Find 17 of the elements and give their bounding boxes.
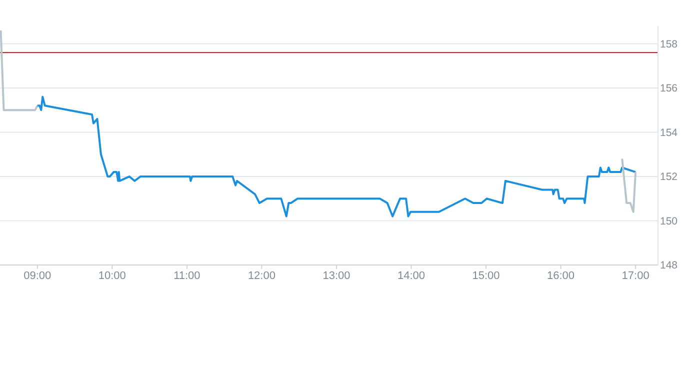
line-series	[36, 96, 637, 218]
x-tick-label: 13:00	[322, 270, 350, 282]
y-tick-label: 152	[660, 171, 678, 184]
y-tick-label: 150	[660, 215, 678, 228]
x-tick-label: 15:00	[472, 270, 500, 282]
x-tick-label: 12:00	[248, 270, 276, 282]
y-tick-label: 154	[660, 126, 678, 139]
line-series	[621, 158, 637, 213]
y-tick-label: 148	[660, 260, 678, 272]
y-tick-label: 158	[660, 38, 678, 50]
x-tick-label: 14:00	[397, 270, 426, 282]
y-tick-label: 156	[660, 82, 678, 95]
x-tick-label: 16:00	[547, 270, 575, 282]
x-tick-label: 17:00	[622, 270, 650, 282]
x-tick-label: 10:00	[98, 270, 126, 282]
x-tick-label: 11:00	[174, 270, 200, 282]
x-tick-label: 09:00	[24, 270, 52, 282]
